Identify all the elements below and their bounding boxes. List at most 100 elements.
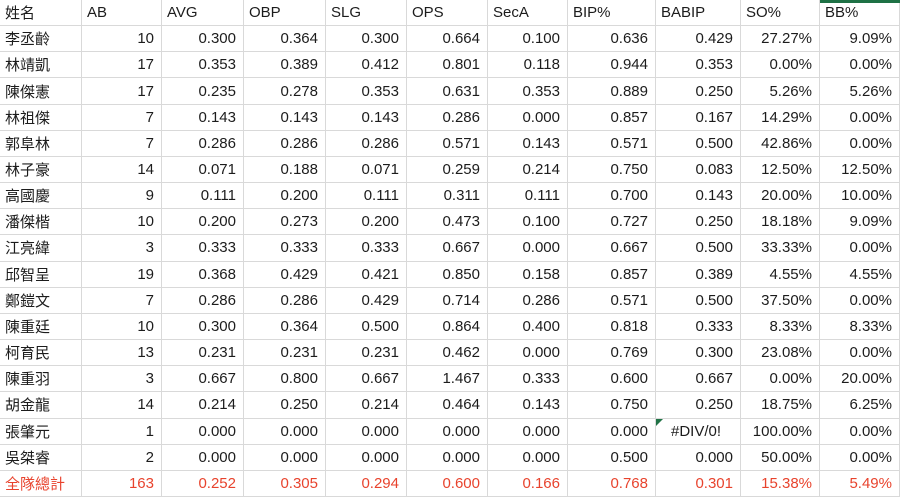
stat-cell[interactable]: 0.850 xyxy=(407,261,488,288)
player-name-cell[interactable]: 胡金龍 xyxy=(0,392,82,419)
stat-cell[interactable]: 20.00% xyxy=(820,366,900,393)
stat-cell[interactable]: 0.000 xyxy=(244,444,326,471)
stat-cell[interactable]: 0.353 xyxy=(656,52,741,79)
stat-cell[interactable]: 3 xyxy=(82,366,162,393)
stat-cell[interactable]: 0.231 xyxy=(326,340,407,367)
stat-cell[interactable]: 0.473 xyxy=(407,209,488,236)
stat-cell[interactable]: 0.500 xyxy=(656,130,741,157)
stat-cell[interactable]: 0.143 xyxy=(488,392,568,419)
total-stat-cell[interactable]: 0.768 xyxy=(568,470,656,497)
stat-cell[interactable]: 0.278 xyxy=(244,78,326,105)
stat-cell[interactable]: 4.55% xyxy=(820,261,900,288)
stat-cell[interactable]: 0.667 xyxy=(162,366,244,393)
stat-cell[interactable]: 0.667 xyxy=(407,235,488,262)
stat-cell[interactable]: 8.33% xyxy=(820,313,900,341)
stat-cell[interactable]: 0.286 xyxy=(407,104,488,131)
stat-cell[interactable]: 0.231 xyxy=(244,340,326,367)
stat-cell[interactable]: 0.571 xyxy=(568,130,656,157)
stat-cell[interactable]: 0.214 xyxy=(326,392,407,419)
stat-cell[interactable]: 0.00% xyxy=(820,444,900,471)
stat-cell[interactable]: 0.750 xyxy=(568,392,656,419)
total-stat-cell[interactable]: 0.305 xyxy=(244,470,326,497)
stat-cell[interactable]: 0.118 xyxy=(488,52,568,79)
stat-cell[interactable]: 0.00% xyxy=(820,130,900,157)
stat-cell[interactable]: 0.600 xyxy=(568,366,656,393)
stat-cell[interactable]: 0.700 xyxy=(568,183,656,210)
total-stat-cell[interactable]: 163 xyxy=(82,470,162,497)
stat-cell[interactable]: 10 xyxy=(82,26,162,53)
header-cell-so[interactable]: SO% xyxy=(741,0,820,27)
stat-cell[interactable]: 10 xyxy=(82,209,162,236)
stat-cell[interactable]: 14 xyxy=(82,156,162,184)
stat-cell[interactable]: 10 xyxy=(82,313,162,341)
stat-cell[interactable]: 50.00% xyxy=(741,444,820,471)
stat-cell[interactable]: #DIV/0! xyxy=(656,418,741,445)
stat-cell[interactable]: 100.00% xyxy=(741,418,820,445)
stat-cell[interactable]: 0.631 xyxy=(407,78,488,105)
stat-cell[interactable]: 0.111 xyxy=(162,183,244,210)
stat-cell[interactable]: 0.250 xyxy=(656,209,741,236)
stat-cell[interactable]: 0.300 xyxy=(326,26,407,53)
header-cell-[interactable]: 姓名 xyxy=(0,0,82,27)
stat-cell[interactable]: 0.750 xyxy=(568,156,656,184)
total-stat-cell[interactable]: 0.301 xyxy=(656,470,741,497)
stat-cell[interactable]: 0.143 xyxy=(162,104,244,131)
stat-cell[interactable]: 7 xyxy=(82,287,162,314)
stat-cell[interactable]: 0.200 xyxy=(326,209,407,236)
stat-cell[interactable]: 0.100 xyxy=(488,209,568,236)
stat-cell[interactable]: 0.571 xyxy=(568,287,656,314)
stat-cell[interactable]: 0.500 xyxy=(656,287,741,314)
stat-cell[interactable]: 18.75% xyxy=(741,392,820,419)
stat-cell[interactable]: 0.636 xyxy=(568,26,656,53)
stat-cell[interactable]: 9.09% xyxy=(820,26,900,53)
stat-cell[interactable]: 0.158 xyxy=(488,261,568,288)
stat-cell[interactable]: 0.714 xyxy=(407,287,488,314)
stat-cell[interactable]: 0.167 xyxy=(656,104,741,131)
stat-cell[interactable]: 0.000 xyxy=(244,418,326,445)
stat-cell[interactable]: 33.33% xyxy=(741,235,820,262)
player-name-cell[interactable]: 柯育民 xyxy=(0,340,82,367)
stat-cell[interactable]: 20.00% xyxy=(741,183,820,210)
stat-cell[interactable]: 0.000 xyxy=(488,104,568,131)
stat-cell[interactable]: 27.27% xyxy=(741,26,820,53)
stat-cell[interactable]: 0.000 xyxy=(488,340,568,367)
stat-cell[interactable]: 0.286 xyxy=(488,287,568,314)
player-name-cell[interactable]: 陳重廷 xyxy=(0,313,82,341)
stat-cell[interactable]: 0.864 xyxy=(407,313,488,341)
stat-cell[interactable]: 0.364 xyxy=(244,313,326,341)
stat-cell[interactable]: 0.111 xyxy=(326,183,407,210)
player-name-cell[interactable]: 鄭鎧文 xyxy=(0,287,82,314)
stat-cell[interactable]: 5.26% xyxy=(741,78,820,105)
stat-cell[interactable]: 0.000 xyxy=(488,235,568,262)
stat-cell[interactable]: 0.353 xyxy=(488,78,568,105)
stat-cell[interactable]: 0.333 xyxy=(162,235,244,262)
stat-cell[interactable]: 0.071 xyxy=(326,156,407,184)
player-name-cell[interactable]: 林子豪 xyxy=(0,156,82,184)
stat-cell[interactable]: 0.100 xyxy=(488,26,568,53)
stat-cell[interactable]: 0.259 xyxy=(407,156,488,184)
header-cell-obp[interactable]: OBP xyxy=(244,0,326,27)
stat-cell[interactable]: 0.00% xyxy=(820,340,900,367)
stat-cell[interactable]: 0.250 xyxy=(656,78,741,105)
stat-cell[interactable]: 0.389 xyxy=(244,52,326,79)
stat-cell[interactable]: 23.08% xyxy=(741,340,820,367)
stat-cell[interactable]: 0.667 xyxy=(326,366,407,393)
stat-cell[interactable]: 0.667 xyxy=(656,366,741,393)
stat-cell[interactable]: 0.462 xyxy=(407,340,488,367)
stat-cell[interactable]: 0.00% xyxy=(820,52,900,79)
stat-cell[interactable]: 0.286 xyxy=(162,130,244,157)
stat-cell[interactable]: 0.412 xyxy=(326,52,407,79)
stat-cell[interactable]: 0.00% xyxy=(741,366,820,393)
stat-cell[interactable]: 0.00% xyxy=(820,418,900,445)
total-stat-cell[interactable]: 0.252 xyxy=(162,470,244,497)
stat-cell[interactable]: 0.500 xyxy=(326,313,407,341)
stat-cell[interactable]: 0.000 xyxy=(162,418,244,445)
stat-cell[interactable]: 0.231 xyxy=(162,340,244,367)
stat-cell[interactable]: 42.86% xyxy=(741,130,820,157)
player-name-cell[interactable]: 陳重羽 xyxy=(0,366,82,393)
player-name-cell[interactable]: 潘傑楷 xyxy=(0,209,82,236)
stat-cell[interactable]: 0.857 xyxy=(568,104,656,131)
stat-cell[interactable]: 0.00% xyxy=(820,235,900,262)
player-name-cell[interactable]: 林祖傑 xyxy=(0,104,82,131)
header-cell-slg[interactable]: SLG xyxy=(326,0,407,27)
